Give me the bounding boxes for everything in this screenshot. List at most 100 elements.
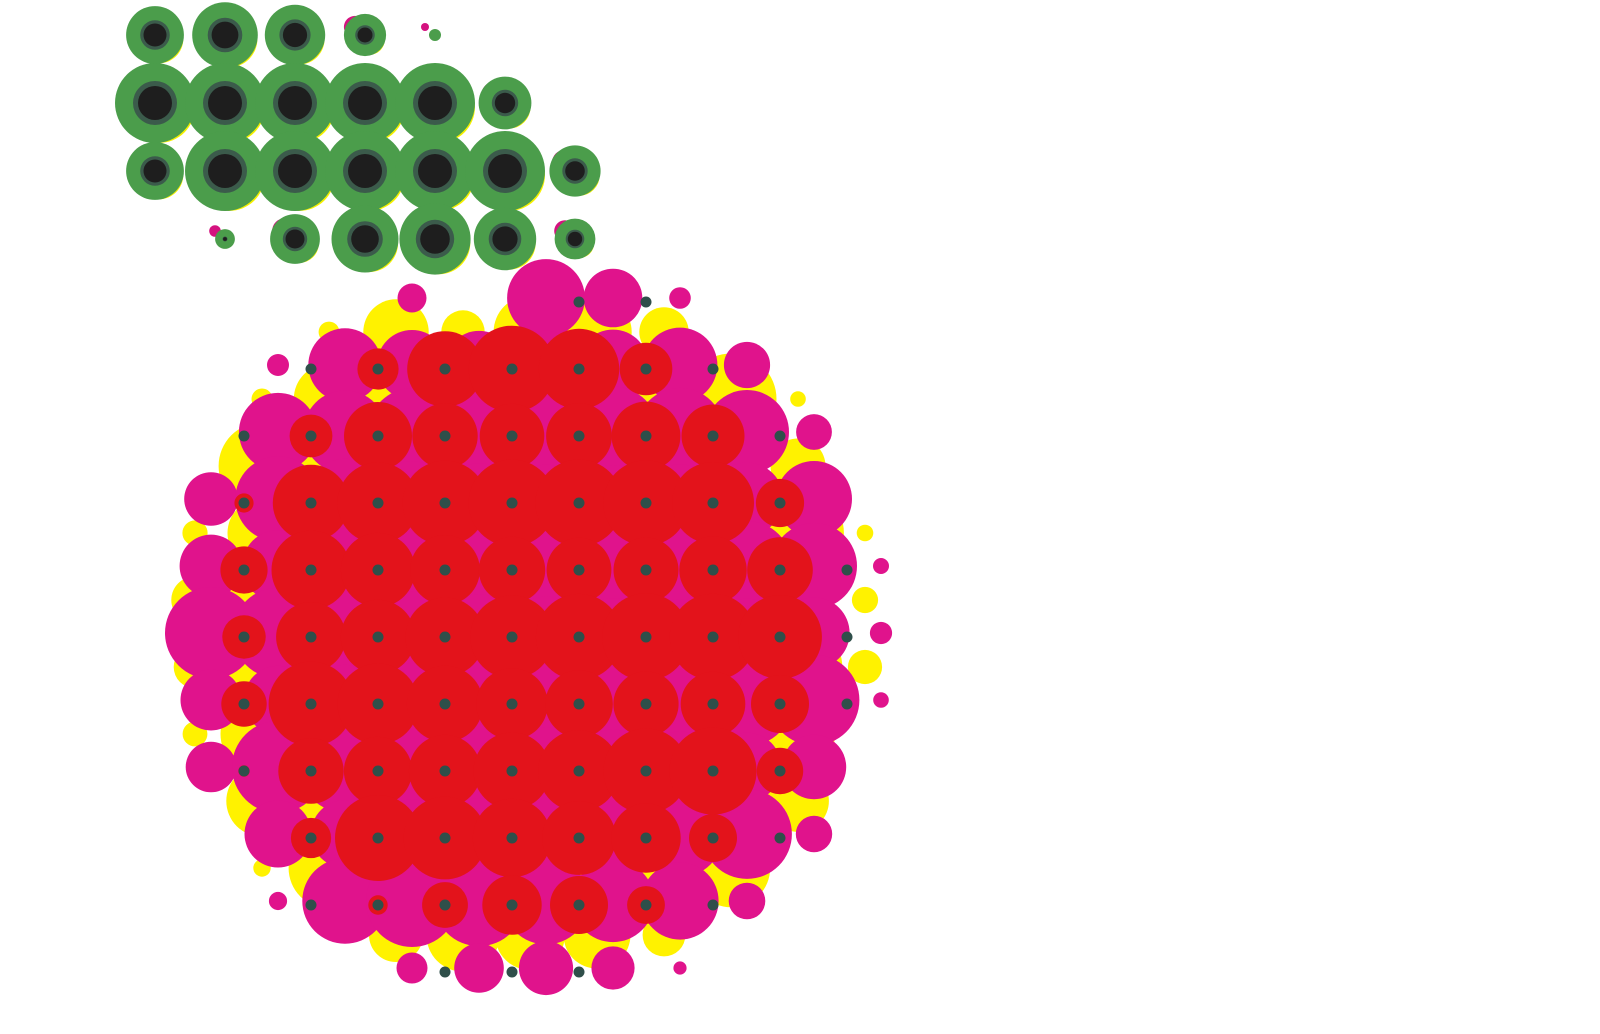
- dark-dot: [506, 832, 518, 844]
- dark-dot: [640, 296, 652, 308]
- dark-dot: [573, 832, 585, 844]
- leaf-dark-dot: [278, 154, 312, 188]
- leaf-dark-dot: [492, 226, 518, 252]
- yellow-dot: [851, 586, 879, 614]
- dark-dot: [238, 631, 250, 643]
- leaf-dark-dot: [143, 159, 167, 183]
- dark-dot: [573, 296, 585, 308]
- dark-dot: [774, 698, 786, 710]
- dark-dot: [707, 765, 719, 777]
- dark-dot: [707, 564, 719, 576]
- magenta-dot: [673, 961, 687, 975]
- magenta-dot: [728, 882, 766, 920]
- dark-dot: [305, 497, 317, 509]
- dark-dot: [707, 430, 719, 442]
- dark-dot: [573, 966, 585, 978]
- dark-dot: [707, 497, 719, 509]
- leaf-dark-dot: [494, 92, 516, 114]
- dark-dot: [573, 497, 585, 509]
- dark-dot: [372, 899, 384, 911]
- dark-dot: [640, 832, 652, 844]
- dark-dot: [640, 497, 652, 509]
- dark-dot: [774, 430, 786, 442]
- dark-dot: [439, 765, 451, 777]
- leaf-dark-dot: [208, 154, 242, 188]
- magenta-dot: [302, 858, 388, 944]
- magenta-dot: [873, 692, 889, 708]
- dark-dot: [372, 832, 384, 844]
- dark-dot: [238, 430, 250, 442]
- leaf-dark-dot: [488, 154, 522, 188]
- dark-dot: [305, 698, 317, 710]
- magenta-dot: [507, 259, 585, 337]
- magenta-dot: [641, 862, 719, 940]
- dark-dot: [640, 765, 652, 777]
- dark-dot: [573, 765, 585, 777]
- dark-dot: [506, 631, 518, 643]
- dark-dot: [439, 564, 451, 576]
- dark-dot: [573, 430, 585, 442]
- dark-dot: [774, 564, 786, 576]
- dark-dot: [439, 430, 451, 442]
- dark-dot: [372, 631, 384, 643]
- dark-dot: [774, 765, 786, 777]
- dark-dot: [707, 899, 719, 911]
- dark-dot: [372, 765, 384, 777]
- yellow-dot: [847, 649, 883, 685]
- magenta-dot: [796, 414, 832, 450]
- leaf-dark-dot: [138, 86, 172, 120]
- dark-dot: [305, 430, 317, 442]
- dark-dot: [372, 363, 384, 375]
- leaf-dark-dot: [278, 86, 312, 120]
- leaf-dark-dot: [285, 229, 305, 249]
- dark-dot: [841, 564, 853, 576]
- dark-dot: [439, 363, 451, 375]
- dark-dot: [506, 363, 518, 375]
- magenta-dot: [267, 354, 289, 376]
- leaf-dark-dot: [143, 23, 167, 47]
- dark-dot: [506, 966, 518, 978]
- dark-dot: [506, 698, 518, 710]
- dark-dot: [506, 765, 518, 777]
- dark-dot: [573, 698, 585, 710]
- dark-dot: [506, 899, 518, 911]
- dark-dot: [506, 497, 518, 509]
- magenta-dot: [268, 891, 288, 911]
- dark-dot: [305, 832, 317, 844]
- dark-dot: [640, 899, 652, 911]
- dark-dot: [841, 631, 853, 643]
- magenta-dot: [869, 621, 893, 645]
- leaf-dark-dot: [357, 27, 373, 43]
- leaf-dark-dot: [282, 22, 308, 48]
- dark-dot: [372, 430, 384, 442]
- leaf-dark-dot: [418, 86, 452, 120]
- dark-dot: [573, 631, 585, 643]
- leaf-green-dot: [429, 29, 441, 41]
- magenta-dot: [454, 943, 504, 993]
- magenta-dot: [723, 341, 771, 389]
- magenta-dot: [396, 952, 428, 984]
- leaf-dark-dot: [351, 225, 379, 253]
- dark-dot: [238, 564, 250, 576]
- magenta-dot: [185, 741, 237, 793]
- apple: [165, 259, 893, 996]
- dark-dot: [305, 363, 317, 375]
- dark-dot: [640, 430, 652, 442]
- leaf-dark-dot: [567, 231, 583, 247]
- magenta-dot: [795, 815, 833, 853]
- dark-dot: [573, 363, 585, 375]
- magenta-dot: [669, 287, 691, 309]
- dark-dot: [238, 765, 250, 777]
- dark-dot: [305, 765, 317, 777]
- dark-dot: [305, 899, 317, 911]
- leaf-dark-dot: [418, 154, 452, 188]
- dark-dot: [774, 497, 786, 509]
- leaf-dark-dot: [211, 21, 239, 49]
- dark-dot: [439, 698, 451, 710]
- dark-dot: [573, 899, 585, 911]
- dark-dot: [640, 698, 652, 710]
- dark-dot: [506, 430, 518, 442]
- leaf-magenta-dot: [421, 23, 429, 31]
- dark-dot: [372, 698, 384, 710]
